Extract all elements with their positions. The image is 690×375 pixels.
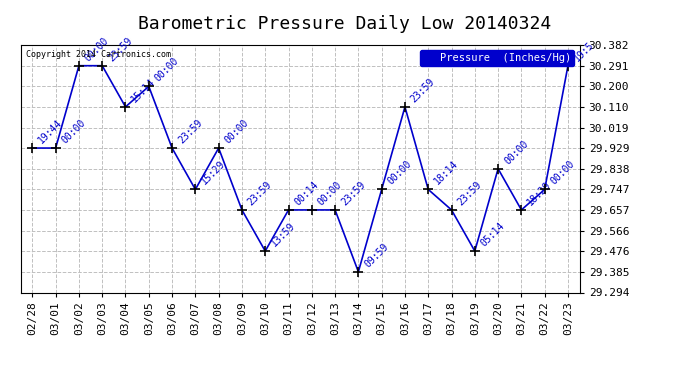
Text: 00:00: 00:00 (153, 56, 181, 84)
Text: 15:29: 15:29 (199, 159, 228, 187)
Text: 09:59: 09:59 (362, 241, 391, 269)
Text: 23:59: 23:59 (455, 179, 484, 207)
Text: 00:00: 00:00 (386, 159, 414, 187)
Text: 23:59: 23:59 (246, 179, 274, 207)
Text: 00:00: 00:00 (549, 159, 577, 187)
Text: 00:00: 00:00 (83, 35, 111, 63)
Text: 00:14: 00:14 (293, 179, 321, 207)
Text: 00:00: 00:00 (60, 117, 88, 145)
Text: 19:44: 19:44 (37, 117, 64, 145)
Text: 18:29: 18:29 (526, 179, 553, 207)
Text: 23:59: 23:59 (176, 117, 204, 145)
Text: 18:14: 18:14 (433, 159, 460, 187)
Text: 05:14: 05:14 (479, 220, 507, 248)
Text: 15:14: 15:14 (130, 76, 157, 104)
Text: Barometric Pressure Daily Low 20140324: Barometric Pressure Daily Low 20140324 (139, 15, 551, 33)
Text: 00:00: 00:00 (502, 138, 530, 166)
Text: Copyright 2014 Cartronics.com: Copyright 2014 Cartronics.com (26, 50, 171, 59)
Text: 23:59: 23:59 (339, 179, 367, 207)
Text: 19:5: 19:5 (572, 39, 595, 63)
Text: 00:00: 00:00 (316, 179, 344, 207)
Text: 23:59: 23:59 (409, 76, 437, 104)
Text: 13:59: 13:59 (269, 220, 297, 248)
Legend: Pressure  (Inches/Hg): Pressure (Inches/Hg) (420, 50, 574, 66)
Text: 00:00: 00:00 (223, 117, 250, 145)
Text: 23:59: 23:59 (106, 35, 135, 63)
